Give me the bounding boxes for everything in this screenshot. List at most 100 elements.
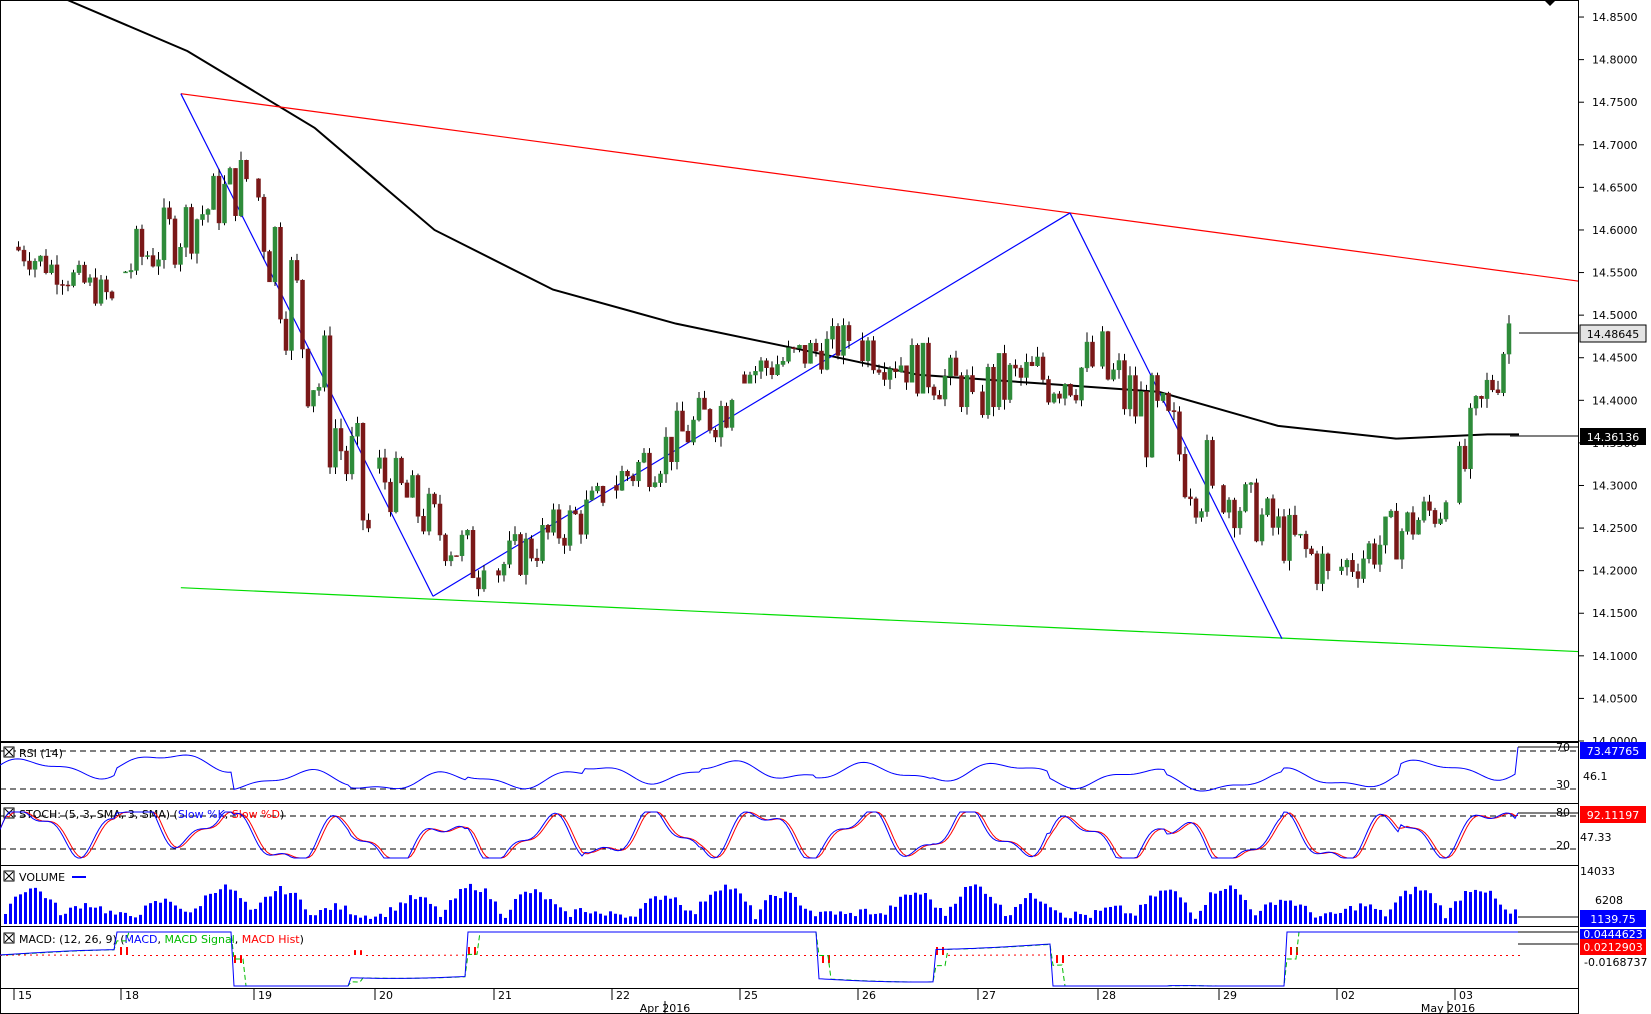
macd-hist-bar [300, 955, 302, 956]
scroll-marker-icon[interactable] [1544, 0, 1556, 6]
volume-bar [159, 902, 162, 924]
macd-hist-bar [942, 947, 944, 955]
macd-hist-bar [282, 955, 284, 956]
volume-bar [959, 896, 962, 924]
volume-bar [874, 913, 877, 924]
stoch-title-main: STOCH: (5, 3, SMA, 3, SMA) ( [19, 808, 178, 821]
macd-hist-bar [612, 955, 614, 956]
volume-bar [699, 901, 702, 924]
macd-title-signal: MACD Signal [165, 933, 235, 946]
volume-bar [664, 895, 667, 924]
price-tick-label: 14.1000 [1592, 650, 1638, 663]
volume-bar [1509, 913, 1512, 924]
volume-bar [94, 907, 97, 924]
macd-hist-bar [714, 955, 716, 956]
macd-hist-bar [378, 955, 380, 956]
volume-bar [1404, 890, 1407, 924]
macd-hist-bar [636, 955, 638, 956]
volume-bar [164, 898, 167, 924]
macd-hist-bar [546, 955, 548, 956]
volume-bar [864, 908, 867, 924]
macd-hist-bar [1224, 955, 1226, 956]
volume-bar [69, 907, 72, 924]
candle-body [1166, 392, 1171, 411]
candle-body [931, 386, 937, 396]
candle-body [1254, 482, 1259, 542]
candle-body [470, 530, 476, 579]
macd-hist-bar [792, 955, 794, 956]
volume-bar [329, 909, 332, 924]
candle-body [38, 255, 43, 262]
candle-body [663, 436, 669, 475]
volume-bar [519, 894, 522, 924]
volume-bar [74, 906, 77, 924]
candle-body [926, 342, 931, 388]
candle-body [1421, 501, 1427, 521]
candle-body [1443, 502, 1449, 520]
candle-body [194, 219, 200, 254]
macd-hist-bar [1062, 955, 1064, 963]
volume-bar [1254, 915, 1257, 924]
volume-bar [149, 903, 152, 924]
candle-body [1040, 356, 1046, 380]
macd-hist-bar [204, 955, 206, 956]
candle-body [1377, 544, 1383, 565]
candle-body [454, 555, 459, 557]
macd-hist-bar [366, 955, 368, 956]
candle-body [1177, 411, 1182, 455]
price-tick-label: 14.6000 [1592, 224, 1638, 237]
volume-bar [849, 912, 852, 924]
macd-hist-bar [96, 954, 98, 956]
volume-bar [1324, 913, 1327, 924]
candle-body [702, 397, 707, 410]
macd-hist-bar [480, 955, 482, 956]
candle-body [27, 260, 32, 270]
volume-bar [1074, 911, 1077, 924]
macd-hist-bar [1182, 954, 1184, 956]
candle-body [909, 344, 915, 383]
macd-hist-bar [954, 954, 956, 956]
volume-bar [454, 898, 457, 924]
volume-bar [994, 903, 997, 924]
volume-bar [404, 903, 407, 924]
macd-hist-bar [426, 954, 428, 956]
volume-bar [564, 911, 567, 924]
macd-hist-bar [936, 947, 938, 955]
candle-body [205, 209, 211, 215]
macd-hist-bar [972, 954, 974, 956]
macd-hist-bar [834, 955, 836, 956]
macd-hist-bar [6, 954, 8, 956]
macd-hist-bar [186, 955, 188, 956]
macd-hist-bar [696, 955, 698, 956]
volume-bar [799, 905, 802, 924]
macd-close-cross [4, 933, 14, 943]
volume-bar [914, 892, 917, 924]
candle-body [421, 516, 426, 532]
candle-body [758, 360, 764, 372]
macd-hist-bar [1200, 955, 1202, 956]
macd-hist-bar [804, 955, 806, 956]
macd-hist-bar [396, 955, 398, 956]
macd-hist-bar [1260, 955, 1262, 956]
macd-hist-bar [684, 955, 686, 956]
volume-bar [1194, 918, 1197, 924]
candle-body [985, 366, 991, 416]
volume-bar [844, 914, 847, 924]
volume-bar [1249, 909, 1252, 924]
candle-body [1138, 391, 1144, 417]
volume-bar [419, 896, 422, 924]
macd-hist-bar [1098, 955, 1100, 956]
volume-bar [1094, 910, 1097, 924]
candle-body [1188, 496, 1193, 500]
volume-bar [414, 899, 417, 924]
macd-hist-bar [372, 955, 374, 956]
candle-body [82, 264, 87, 283]
macd-line [0, 931, 1518, 987]
volume-bar [769, 894, 772, 924]
macd-hist-bar [930, 954, 932, 956]
time-axis-frame [0, 988, 1579, 1014]
volume-bar [1484, 892, 1487, 924]
macd-hist-bar [1326, 955, 1328, 956]
volume-bar [1034, 898, 1037, 924]
macd-hist-bar [240, 955, 242, 963]
